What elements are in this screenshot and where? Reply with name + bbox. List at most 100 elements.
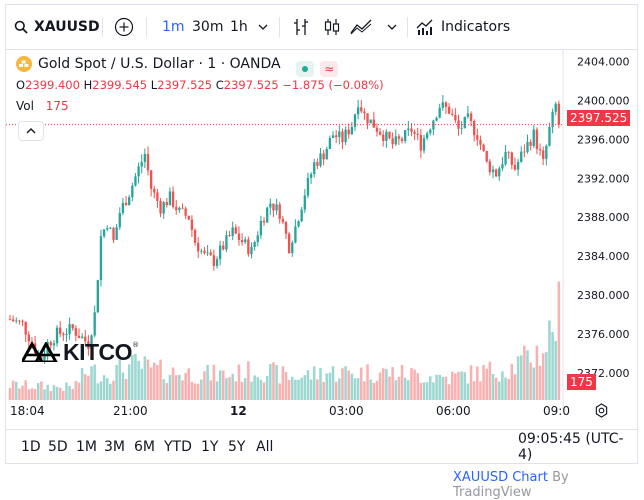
timezone-clock[interactable]: 09:05:45 (UTC-4): [518, 430, 637, 464]
chart-style-dropdown[interactable]: [387, 5, 397, 49]
candlestick-chart[interactable]: 2372.0002376.0002380.0002384.0002388.000…: [6, 50, 637, 410]
price-chart-area[interactable]: 2372.000 2376.000 2380.000 2384.000 2388.000…: [6, 50, 637, 410]
gear-icon: [595, 403, 608, 418]
symbol-legend: Gold Spot / U.S. Dollar · 1 · OANDA ≈: [16, 56, 339, 77]
last-price-value: 2397.525: [570, 111, 628, 125]
chart-settings-button[interactable]: [594, 403, 609, 421]
volume-bar: [469, 365, 473, 400]
price-tick-label: 2380.000: [577, 289, 630, 302]
candle-body: [347, 129, 350, 135]
bars-style-button[interactable]: [293, 5, 309, 49]
candle-body: [128, 197, 131, 206]
candle-body: [529, 141, 532, 146]
volume-bar: [482, 364, 485, 400]
compare-symbol-button[interactable]: [114, 5, 134, 49]
range-5y[interactable]: 5Y: [228, 430, 245, 464]
candle-body: [215, 259, 219, 266]
time-tick: 18:04: [10, 404, 45, 418]
indicators-button[interactable]: Indicators: [416, 5, 510, 49]
candle-body: [181, 207, 184, 209]
collapse-legend-button[interactable]: [18, 121, 44, 141]
toolbar-divider: [146, 17, 147, 37]
volume-bar: [259, 379, 263, 400]
volume-bar: [381, 368, 385, 400]
range-1y[interactable]: 1Y: [201, 430, 218, 464]
candle-body: [287, 233, 291, 254]
time-axis[interactable]: 18:04 21:00 12 03:00 06:00 09:0: [6, 400, 637, 420]
toolbar-divider: [279, 17, 280, 37]
candle-body: [96, 280, 99, 313]
candle-body: [473, 120, 476, 136]
interval-30m[interactable]: 30m: [192, 5, 223, 49]
candle-body: [80, 336, 84, 339]
volume-bar: [231, 373, 234, 400]
volume-bar: [168, 375, 172, 400]
candle-body: [551, 111, 554, 127]
range-ytd[interactable]: YTD: [164, 430, 192, 464]
candle-body: [203, 250, 206, 253]
candle-body: [250, 246, 253, 255]
open-value: 2399.400: [25, 78, 80, 92]
volume-bar: [372, 382, 376, 400]
volume-bar: [457, 371, 460, 400]
volume-bar: [551, 332, 554, 400]
candle-body: [218, 245, 222, 260]
candle-body: [413, 131, 416, 134]
candle-body: [168, 191, 172, 206]
candle-body: [184, 208, 187, 216]
volume-bar: [479, 381, 482, 400]
candle-body: [256, 235, 259, 243]
volume-bar: [319, 368, 322, 400]
attribution: XAUUSD Chart By TradingView: [453, 470, 644, 500]
interval-1h[interactable]: 1h: [230, 5, 248, 49]
volume-bar: [394, 380, 398, 400]
volume-bar: [209, 380, 212, 400]
volume-bar: [491, 374, 495, 400]
volume-bar: [8, 388, 12, 400]
volume-bar: [127, 364, 131, 400]
symbol-search[interactable]: XAUUSD: [14, 5, 100, 49]
area-style-button[interactable]: [350, 5, 372, 49]
volume-bar: [140, 368, 143, 400]
range-3m[interactable]: 3M: [104, 430, 125, 464]
volume-bar: [429, 376, 432, 400]
candle-body: [259, 220, 263, 236]
range-1m[interactable]: 1M: [76, 430, 97, 464]
candle-body: [429, 129, 432, 134]
range-label: 1D: [21, 439, 41, 455]
volume-bar: [466, 383, 470, 400]
time-tick: 21:00: [113, 404, 148, 418]
volume-bar: [516, 356, 520, 400]
volume-bar: [269, 363, 272, 400]
interval-dropdown[interactable]: [258, 5, 268, 49]
range-all[interactable]: All: [256, 430, 273, 464]
interval-1m[interactable]: 1m: [162, 5, 185, 49]
candles-style-button[interactable]: [324, 5, 340, 49]
volume-bar: [291, 376, 294, 400]
candle-body: [175, 206, 178, 211]
volume-bar: [171, 367, 175, 400]
range-1d[interactable]: 1D: [21, 430, 41, 464]
volume-label: Vol: [16, 99, 34, 113]
candle-body: [460, 127, 463, 129]
volume-bar: [425, 382, 429, 400]
volume-bar: [225, 378, 228, 400]
chart-link[interactable]: XAUUSD Chart: [453, 470, 548, 485]
volume-bar: [356, 378, 360, 400]
range-6m[interactable]: 6M: [134, 430, 155, 464]
change-value: −1.875 (−0.08%): [282, 78, 384, 92]
volume-bar: [40, 381, 43, 400]
candle-body: [466, 113, 470, 117]
volume-bar: [375, 380, 379, 400]
volume-bar: [149, 367, 153, 400]
candle-body: [55, 327, 59, 344]
volume-bar: [200, 379, 203, 400]
volume-bar: [121, 372, 125, 400]
candle-body: [52, 343, 56, 346]
candle-body: [59, 327, 62, 334]
volume-bar: [294, 379, 297, 400]
range-5d[interactable]: 5D: [48, 430, 68, 464]
price-tick-label: 2384.000: [577, 250, 630, 263]
indicators-icon: [416, 19, 433, 35]
candle-body: [498, 168, 501, 177]
